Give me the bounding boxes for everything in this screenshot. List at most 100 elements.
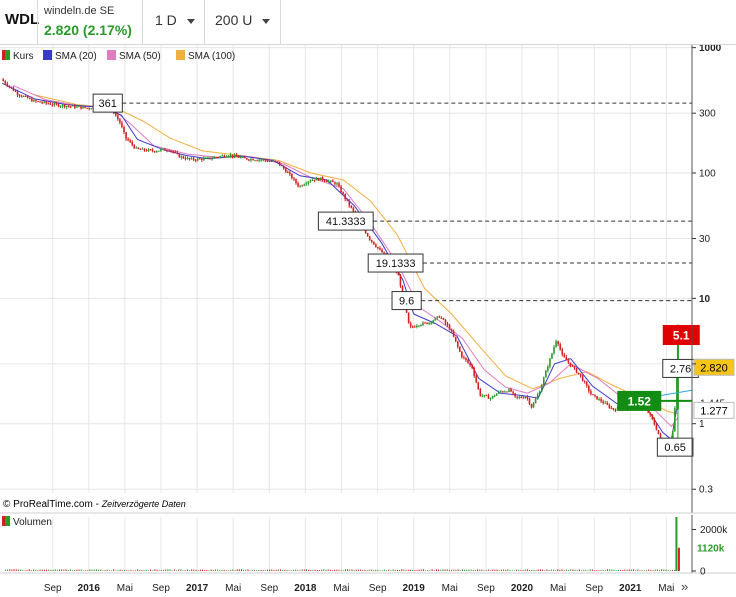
kurs-candle (235, 154, 238, 157)
legend-sma50: SMA (50) (119, 51, 161, 62)
kurs-candle (145, 150, 148, 152)
kurs-candle (53, 103, 56, 105)
kurs-candle (268, 161, 271, 163)
legend-sma20-swatch (43, 50, 52, 60)
price-chart[interactable]: 36141.333319.13339.62.760.655.11.521.445… (0, 45, 736, 597)
kurs-candle (653, 418, 656, 425)
kurs-candle (24, 96, 27, 98)
kurs-candle (282, 165, 285, 169)
kurs-candle (479, 388, 482, 396)
level-label: 41.3333 (326, 216, 366, 228)
kurs-candle (413, 326, 416, 328)
kurs-candle (201, 158, 203, 160)
level-label-box (391, 291, 422, 311)
kurs-candle (63, 104, 66, 108)
chevron-down-icon (262, 18, 271, 24)
kurs-candle (246, 158, 248, 160)
kurs-candle (133, 144, 136, 149)
volume-tick-label: 0 (700, 567, 706, 578)
level-label-box (92, 93, 123, 113)
kurs-candle (176, 152, 179, 154)
kurs-candle (289, 172, 291, 174)
x-tick-label: 2021 (619, 583, 642, 594)
kurs-candle (481, 395, 484, 397)
kurs-candle (186, 157, 189, 160)
kurs-candle (86, 107, 88, 109)
kurs-candle (540, 385, 543, 392)
interval-value: 1 D (155, 12, 177, 28)
chart-levels: 36141.333319.13339.62.760.655.11.521.445… (92, 93, 735, 457)
kurs-candle (585, 382, 588, 386)
units-dropdown[interactable]: 200 U (215, 12, 271, 28)
kurs-candle (676, 367, 678, 408)
kurs-candle (260, 159, 263, 161)
kurs-candle (158, 150, 160, 152)
kurs-candle (510, 389, 512, 392)
chart-grid (0, 45, 692, 572)
credit-text: © ProRealTime.com (3, 499, 93, 510)
kurs-candle (364, 228, 367, 234)
kurs-candle (55, 103, 58, 105)
kurs-candle (397, 271, 400, 276)
x-tick-label: Mai (117, 583, 133, 594)
kurs-candle (12, 87, 15, 91)
interval-dropdown[interactable]: 1 D (155, 12, 195, 28)
kurs-candle (203, 158, 205, 160)
level-label: 5.1 (673, 329, 690, 343)
kurs-candle (180, 156, 183, 158)
kurs-candle (508, 389, 510, 392)
kurs-candle (315, 178, 318, 181)
price-marker-label: 2.820 (700, 362, 728, 374)
kurs-candle (473, 368, 475, 376)
kurs-candle (6, 83, 9, 86)
kurs-candle (65, 106, 68, 108)
kurs-candle (299, 185, 301, 187)
kurs-candle (74, 105, 76, 108)
kurs-candle (295, 179, 297, 184)
kurs-candle (172, 151, 174, 153)
kurs-candle (205, 157, 207, 159)
kurs-candle (82, 106, 84, 109)
kurs-candle (178, 153, 181, 158)
kurs-candle (209, 157, 211, 159)
kurs-candle (211, 158, 213, 160)
kurs-candle (530, 404, 533, 408)
kurs-candle (284, 168, 287, 172)
kurs-candle (123, 127, 125, 133)
kurs-candle (18, 94, 21, 96)
kurs-candle (502, 391, 504, 393)
kurs-candle (4, 81, 7, 84)
kurs-candle (487, 395, 490, 399)
kurs-candle (411, 326, 414, 328)
kurs-candle (442, 318, 445, 320)
x-tick-label: Mai (333, 583, 349, 594)
kurs-candle (237, 156, 240, 158)
kurs-candle (332, 180, 334, 183)
kurs-candle (319, 177, 322, 181)
kurs-candle (233, 154, 236, 157)
x-tick-label: 2020 (511, 583, 534, 594)
kurs-candle (448, 325, 451, 330)
price-marker-box (693, 358, 735, 376)
x-tick-label: Mai (225, 583, 241, 594)
kurs-candle (438, 316, 441, 318)
kurs-candle (252, 158, 254, 161)
x-tick-label: Mai (550, 583, 566, 594)
scroll-right-icon[interactable]: » (681, 579, 688, 594)
kurs-candle (264, 159, 267, 161)
kurs-candle (217, 157, 220, 159)
kurs-candle (254, 160, 256, 162)
kurs-candle (375, 244, 377, 247)
y-tick-label: 300 (699, 109, 716, 120)
kurs-candle (241, 157, 244, 159)
kurs-candle (407, 312, 410, 324)
y-tick-label: 30 (699, 234, 711, 245)
kurs-candle (31, 98, 33, 102)
kurs-candle (182, 156, 185, 159)
x-tick-label: 2018 (294, 583, 317, 594)
kurs-candle (549, 358, 551, 367)
kurs-candle (454, 336, 457, 342)
kurs-candle (153, 151, 156, 153)
kurs-candle (606, 402, 609, 405)
kurs-candle (219, 156, 222, 158)
